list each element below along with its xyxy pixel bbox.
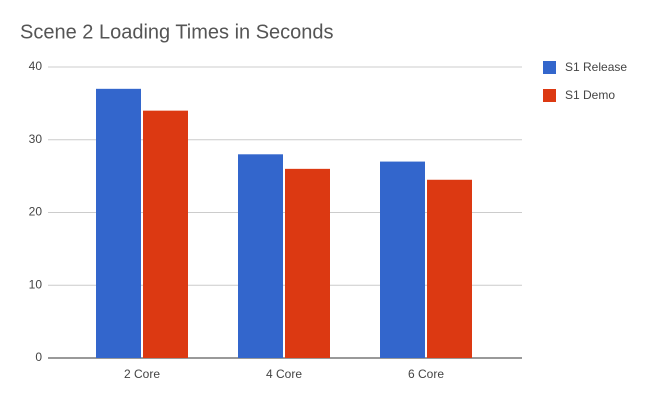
bar	[238, 154, 283, 358]
bar	[380, 161, 425, 358]
y-tick-label: 30	[29, 132, 43, 146]
bar	[143, 110, 188, 359]
y-tick-label: 20	[29, 205, 43, 219]
y-tick-label: 40	[29, 59, 43, 73]
legend-label: S1 Demo	[565, 88, 615, 102]
x-tick-label: 6 Core	[408, 367, 444, 381]
y-tick-label: 0	[35, 350, 42, 364]
y-tick-label: 10	[29, 277, 43, 291]
x-tick-label: 4 Core	[266, 367, 302, 381]
legend-label: S1 Release	[565, 60, 627, 74]
legend-swatch	[543, 61, 556, 74]
legend-swatch	[543, 89, 556, 102]
bar	[96, 88, 141, 358]
x-tick-label: 2 Core	[124, 367, 160, 381]
bar	[427, 179, 472, 358]
bar	[285, 168, 330, 358]
chart-title: Scene 2 Loading Times in Seconds	[20, 21, 334, 43]
